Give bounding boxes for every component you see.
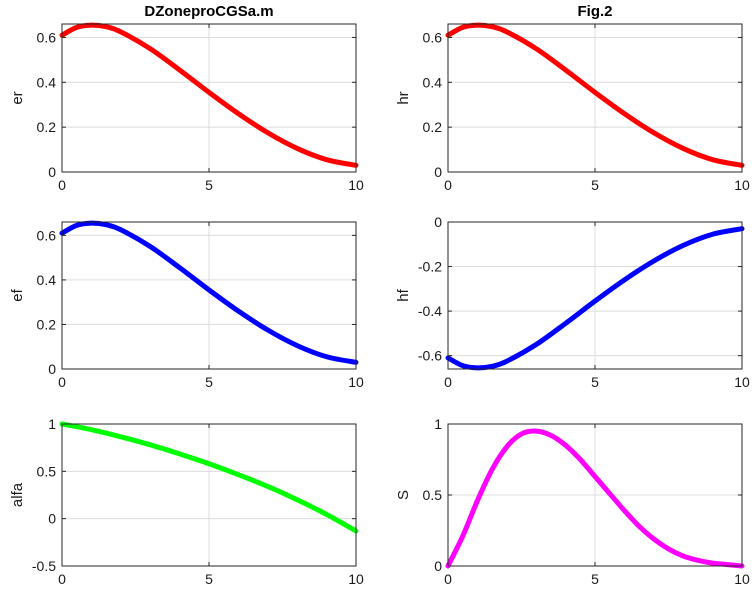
x-tick-label: 10 bbox=[348, 177, 364, 193]
y-tick-label: 0 bbox=[48, 361, 56, 377]
y-tick-label: 0 bbox=[48, 164, 56, 180]
y-tick-label: 0.6 bbox=[37, 227, 57, 243]
x-tick-label: 0 bbox=[58, 571, 66, 587]
x-tick-label: 10 bbox=[734, 571, 750, 587]
panel-ef: 0 5 10 0 0.2 0.4 0.6 ef bbox=[9, 220, 364, 390]
series-line-alfa bbox=[59, 421, 359, 534]
y-axis-label: S bbox=[395, 490, 412, 500]
y-tick-label: 1 bbox=[434, 416, 442, 432]
x-tick-label: 0 bbox=[444, 177, 452, 193]
x-tick-label: 5 bbox=[205, 571, 213, 587]
y-tick-label: -0.4 bbox=[418, 303, 442, 319]
y-tick-label: 0 bbox=[434, 164, 442, 180]
y-tick-label: 0.2 bbox=[37, 119, 57, 135]
series-line-hf bbox=[445, 226, 745, 371]
panel-s: 0 5 10 0 0.5 1 S bbox=[395, 416, 750, 587]
x-tick-label: 5 bbox=[591, 571, 599, 587]
series-line-ef bbox=[59, 220, 359, 365]
panel-er: 0 5 10 0 0.2 0.4 0.6 er DZoneproCGSa.m bbox=[9, 3, 364, 193]
y-tick-label: 0.2 bbox=[37, 316, 57, 332]
x-tick-label: 10 bbox=[348, 374, 364, 390]
y-axis-label: alfa bbox=[9, 482, 26, 507]
x-tick-label: 0 bbox=[58, 374, 66, 390]
y-tick-label: 0.4 bbox=[423, 74, 443, 90]
series-line-s bbox=[445, 428, 745, 569]
y-tick-label: 0.2 bbox=[423, 119, 443, 135]
y-axis-label: er bbox=[9, 91, 26, 104]
x-tick-label: 10 bbox=[734, 177, 750, 193]
x-tick-label: 5 bbox=[205, 374, 213, 390]
y-axis-label: hr bbox=[395, 91, 412, 104]
x-tick-label: 0 bbox=[58, 177, 66, 193]
y-tick-label: -0.6 bbox=[418, 348, 442, 364]
x-tick-label: 10 bbox=[348, 571, 364, 587]
chart-title: Fig.2 bbox=[577, 3, 612, 20]
y-tick-label: 0 bbox=[434, 558, 442, 574]
y-tick-label: 0.4 bbox=[37, 272, 57, 288]
x-tick-label: 5 bbox=[591, 177, 599, 193]
series-line-hr bbox=[445, 22, 745, 168]
y-tick-label: 0 bbox=[48, 511, 56, 527]
y-tick-label: 0.4 bbox=[37, 74, 57, 90]
y-tick-label: 0.5 bbox=[37, 463, 57, 479]
y-tick-label: -0.2 bbox=[418, 259, 442, 275]
y-tick-label: 0.5 bbox=[423, 487, 443, 503]
x-tick-label: 0 bbox=[444, 374, 452, 390]
y-tick-label: -0.5 bbox=[32, 558, 56, 574]
y-tick-label: 0.6 bbox=[423, 29, 443, 45]
y-tick-label: 0 bbox=[434, 214, 442, 230]
y-tick-label: 0.6 bbox=[37, 29, 57, 45]
x-tick-label: 5 bbox=[205, 177, 213, 193]
x-tick-label: 5 bbox=[591, 374, 599, 390]
y-axis-label: ef bbox=[9, 288, 26, 301]
chart-title: DZoneproCGSa.m bbox=[144, 3, 273, 20]
x-tick-label: 10 bbox=[734, 374, 750, 390]
x-tick-label: 0 bbox=[444, 571, 452, 587]
panel-hf: 0 5 10 -0.6 -0.4 -0.2 0 hf bbox=[395, 214, 750, 390]
panel-hr: 0 5 10 0 0.2 0.4 0.6 hr Fig.2 bbox=[395, 3, 750, 193]
y-tick-label: 1 bbox=[48, 416, 56, 432]
y-axis-label: hf bbox=[395, 288, 412, 301]
series-line-er bbox=[59, 22, 359, 168]
